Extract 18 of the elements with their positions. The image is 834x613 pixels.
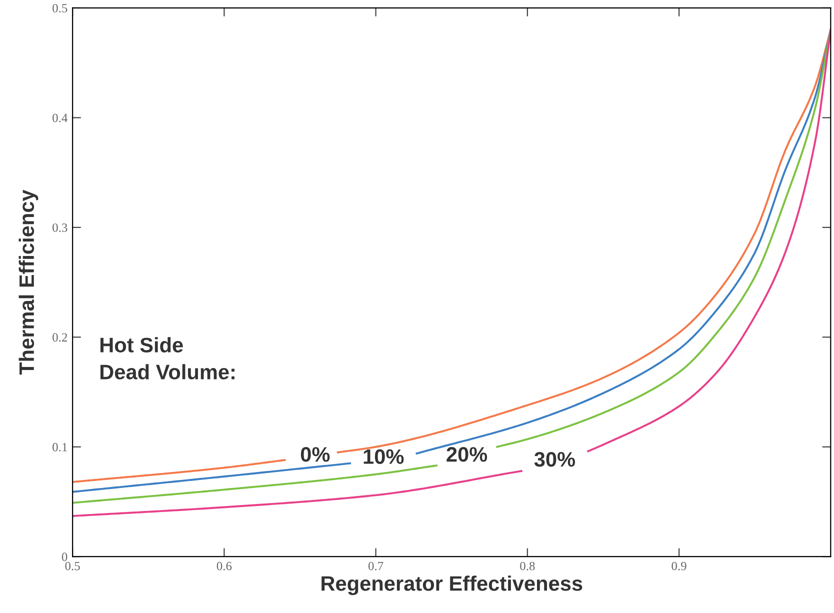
x-tick-label: 0.7: [368, 562, 384, 570]
y-axis-title: Thermal Efficiency: [18, 190, 38, 375]
y-tick-label: 0: [62, 552, 68, 562]
annotation: 30%: [534, 452, 576, 467]
annotation: 0%: [300, 447, 330, 462]
y-tick-label: 0.2: [52, 333, 68, 342]
annotation: Hot Side Dead Volume:: [100, 337, 234, 380]
x-tick-label: 0.8: [520, 562, 535, 570]
annotation: 20%: [446, 447, 488, 462]
x-tick-label: 0.9: [672, 562, 686, 570]
y-tick-label: 0.5: [52, 4, 68, 12]
y-tick-label: 0.4: [52, 114, 68, 122]
y-tick-label: 0.3: [52, 223, 68, 232]
annotation: 10%: [364, 449, 404, 464]
x-tick-label: 0.5: [65, 562, 80, 570]
x-axis-title: Regenerator Effectiveness: [322, 576, 582, 596]
x-tick-label: 0.6: [216, 562, 232, 570]
y-tick-label: 0.1: [52, 442, 67, 452]
